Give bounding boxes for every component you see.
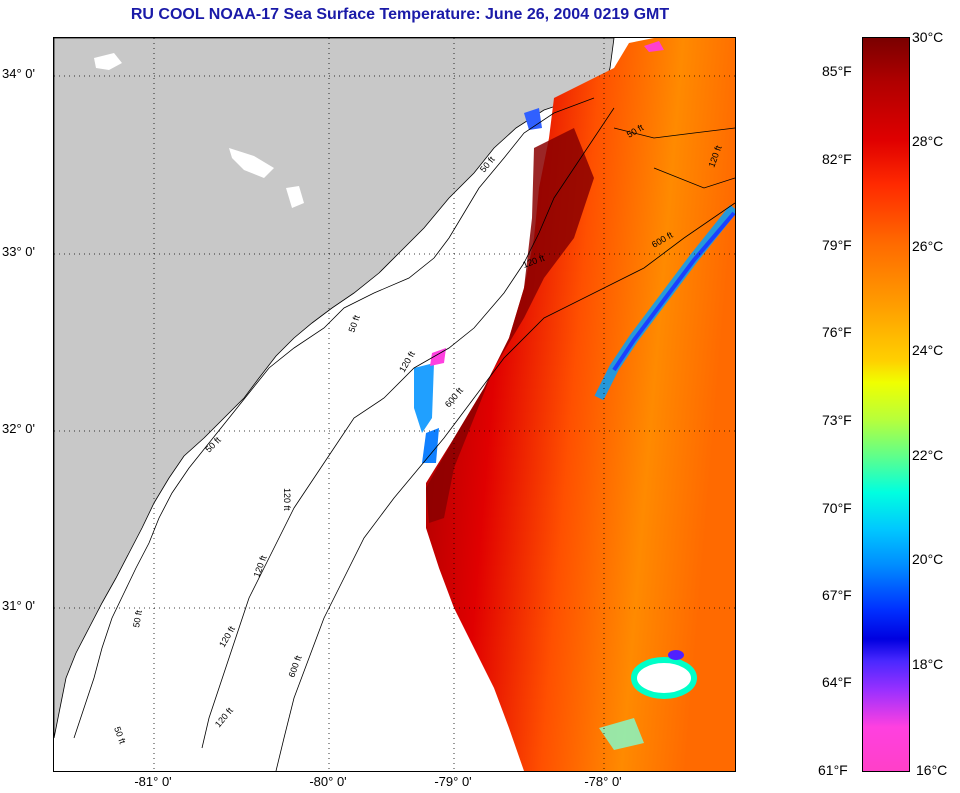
cool-spot bbox=[524, 108, 542, 130]
sst-map-graphic: 50 ft 50 ft 120 ft 600 ft 120 ft 50 ft 1… bbox=[54, 38, 735, 771]
contour-deep bbox=[613, 127, 735, 139]
cool-spot bbox=[644, 41, 664, 52]
contour-label: 120 ft bbox=[217, 624, 237, 649]
contour-120ft bbox=[201, 107, 615, 749]
lat-tick-label: 32° 0' bbox=[2, 421, 35, 436]
contour-600ft bbox=[275, 202, 735, 771]
contour-label: 50 ft bbox=[112, 725, 128, 745]
contour-label: 600 ft bbox=[286, 654, 303, 679]
lake bbox=[94, 53, 122, 70]
colorbar-celsius-label: 22°C bbox=[912, 447, 944, 463]
colorbar-fahrenheit-label: 67°F bbox=[822, 587, 852, 603]
contour-label: 50 ft bbox=[346, 313, 362, 333]
cool-eddy-core bbox=[668, 650, 684, 660]
land-mass bbox=[54, 38, 615, 739]
colorbar-fahrenheit-label: 82°F bbox=[822, 151, 852, 167]
lon-tick-label: -79° 0' bbox=[434, 774, 472, 789]
cool-spot bbox=[430, 348, 446, 366]
colorbar-fahrenheit-label: 85°F bbox=[822, 63, 852, 79]
sst-swath bbox=[426, 38, 735, 771]
colorbar-fahrenheit-label: 73°F bbox=[822, 412, 852, 428]
temperature-colorbar bbox=[862, 37, 910, 772]
contour-label: 120 ft bbox=[251, 554, 268, 579]
colorbar-celsius-label: 18°C bbox=[912, 656, 944, 672]
colorbar-fahrenheit-label: 76°F bbox=[822, 324, 852, 340]
contour-label: 120 ft bbox=[282, 488, 292, 511]
graticule bbox=[54, 38, 735, 771]
contour-label: 50 ft bbox=[131, 609, 144, 628]
lat-tick-label: 33° 0' bbox=[2, 244, 35, 259]
lat-tick-label: 34° 0' bbox=[2, 66, 35, 81]
lon-tick-label: -78° 0' bbox=[584, 774, 622, 789]
lon-tick-label: -80° 0' bbox=[309, 774, 347, 789]
colorbar-celsius-label: 24°C bbox=[912, 342, 944, 358]
lon-tick-label: -81° 0' bbox=[134, 774, 172, 789]
cool-spot bbox=[414, 363, 434, 433]
cool-filament bbox=[612, 211, 735, 372]
contour-deep bbox=[653, 167, 735, 189]
cool-spot bbox=[422, 428, 439, 463]
colorbar-celsius-label: 16°C bbox=[916, 762, 948, 778]
contour-label: 50 ft bbox=[203, 435, 223, 455]
cool-eddy bbox=[631, 657, 697, 699]
colorbar-fahrenheit-label: 64°F bbox=[822, 674, 852, 690]
colorbar-celsius-label: 20°C bbox=[912, 551, 944, 567]
colorbar-fahrenheit-label: 70°F bbox=[822, 500, 852, 516]
colorbar-celsius-label: 28°C bbox=[912, 133, 944, 149]
colorbar-fahrenheit-label: 79°F bbox=[822, 237, 852, 253]
sst-map: 50 ft 50 ft 120 ft 600 ft 120 ft 50 ft 1… bbox=[53, 37, 736, 772]
colorbar-celsius-label: 26°C bbox=[912, 238, 944, 254]
contour-label: 120 ft bbox=[213, 705, 235, 729]
contour-50ft bbox=[73, 97, 595, 739]
colorbar-celsius-label: 30°C bbox=[912, 29, 944, 45]
lake bbox=[286, 186, 304, 208]
colorbar-fahrenheit-label: 61°F bbox=[818, 762, 848, 778]
map-title: RU COOL NOAA-17 Sea Surface Temperature:… bbox=[130, 6, 670, 23]
lake bbox=[229, 148, 274, 178]
lat-tick-label: 31° 0' bbox=[2, 598, 35, 613]
warm-core bbox=[426, 128, 594, 523]
cool-patch bbox=[599, 718, 644, 750]
